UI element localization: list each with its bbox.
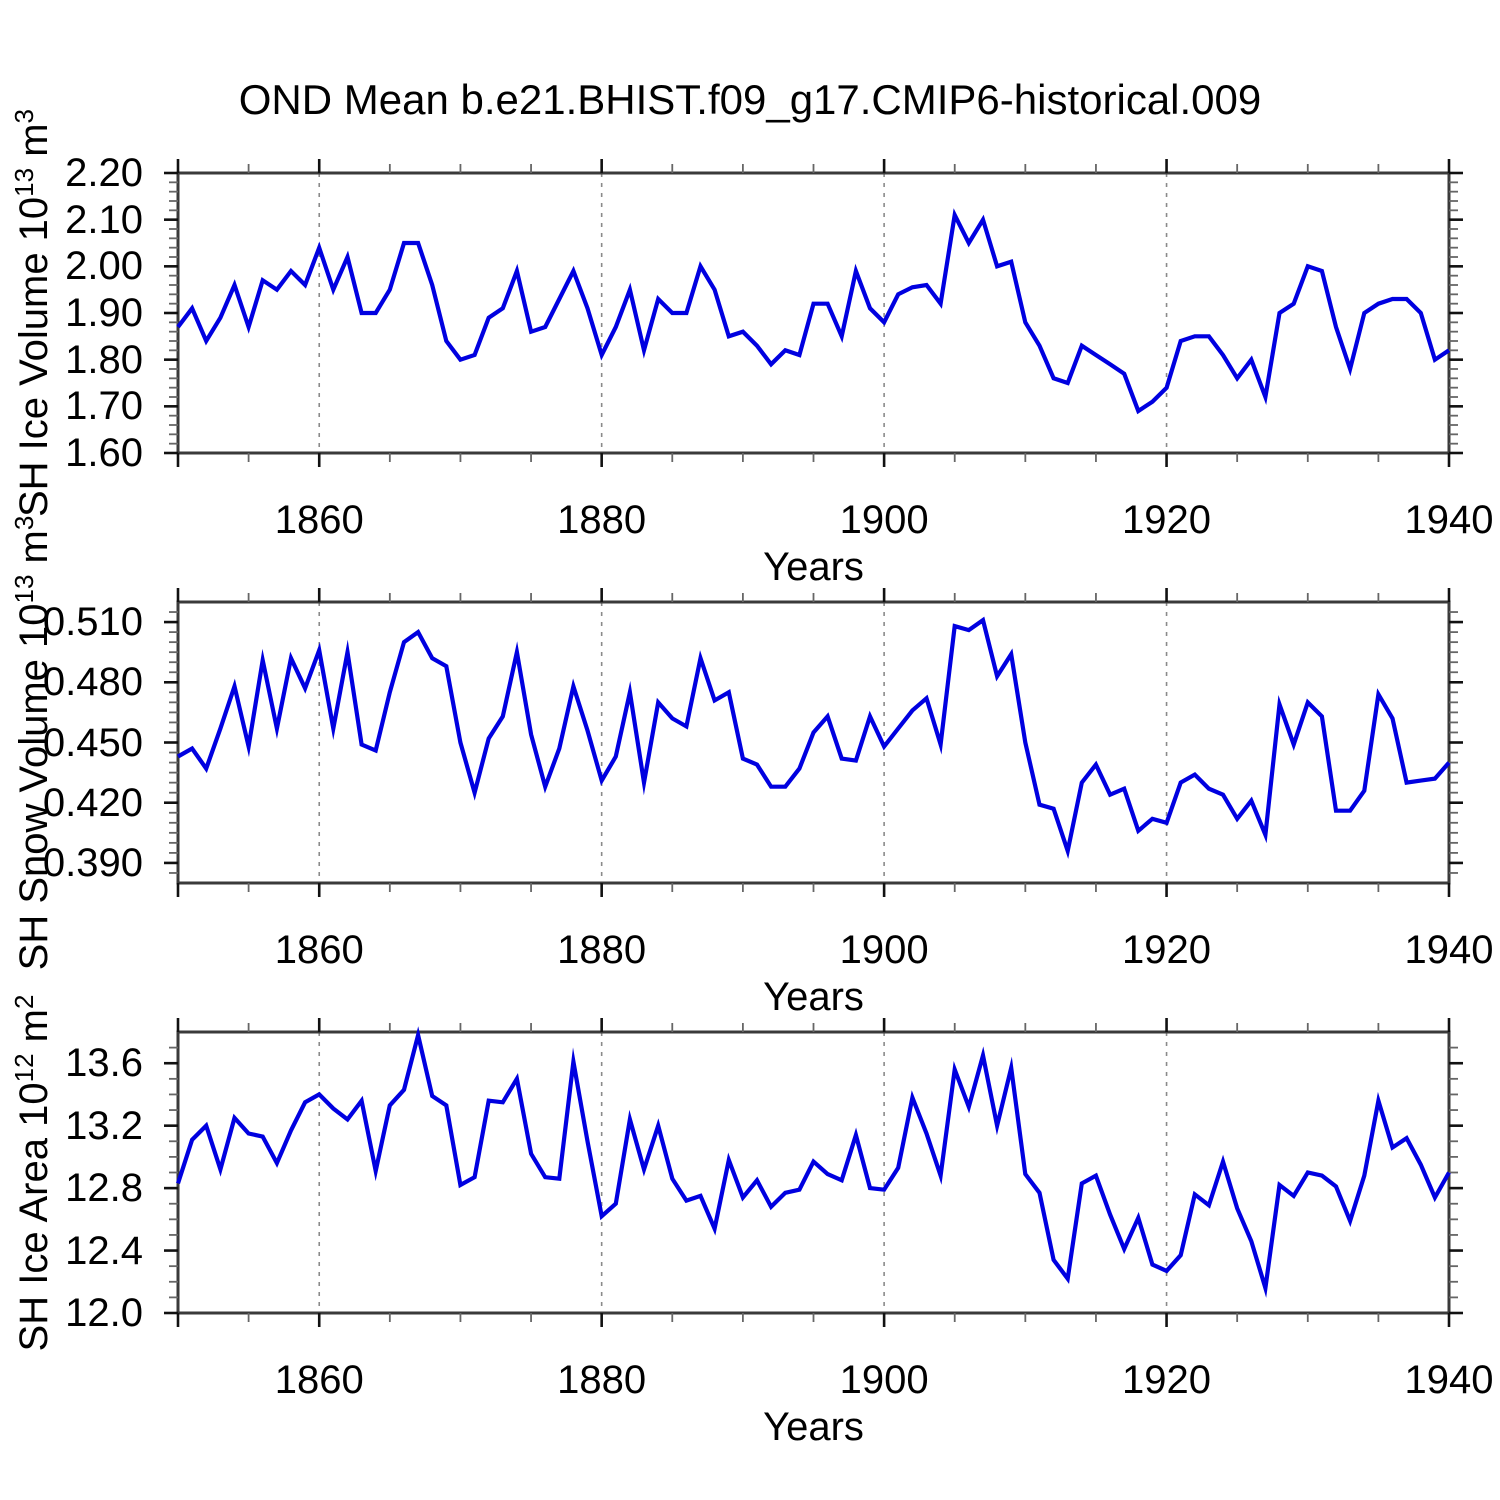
x-tick-label: 1920 — [1122, 1358, 1212, 1402]
x-tick-label: 1940 — [1404, 1358, 1494, 1402]
x-tick-label: 1920 — [1122, 928, 1212, 972]
data-line-sh-ice-volume — [176, 208, 1451, 415]
x-tick-label: 1940 — [1404, 928, 1494, 972]
x-tick-label: 1900 — [839, 928, 929, 972]
y-tick-label: 13.6 — [65, 1041, 143, 1086]
y-tick-label: 13.2 — [65, 1103, 143, 1148]
x-tick-label: 1900 — [839, 1358, 929, 1402]
y-tick-label: 0.480 — [42, 660, 143, 705]
y-tick-label: 12.8 — [65, 1166, 143, 1211]
x-tick-label: 1860 — [274, 1358, 364, 1402]
data-line-sh-ice-area — [176, 1026, 1451, 1298]
x-tick-label: 1860 — [274, 928, 364, 972]
x-tick-label: 1920 — [1122, 498, 1212, 542]
x-tick-label: 1860 — [274, 498, 364, 542]
y-axis-title-exponent: 13 — [8, 574, 39, 603]
y-tick-label: 0.450 — [42, 720, 143, 765]
y-tick-label: 1.70 — [65, 384, 143, 429]
y-tick-label: 1.90 — [65, 291, 143, 335]
y-tick-label: 0.420 — [42, 780, 143, 825]
y-tick-label: 12.0 — [65, 1291, 143, 1335]
y-tick-label: 2.00 — [65, 244, 143, 289]
y-axis-title-unit: m — [12, 529, 57, 575]
y-tick-label: 1.80 — [65, 337, 143, 382]
plot-box-sh-snow-volume — [176, 600, 1451, 885]
y-tick-label: 0.390 — [42, 840, 143, 885]
y-tick-label: 2.10 — [65, 197, 143, 242]
x-axis-title-snow-volume: Years — [763, 975, 864, 1019]
y-tick-label: 0.510 — [42, 600, 143, 645]
x-tick-label: 1880 — [557, 498, 647, 542]
y-axis-title-unit-exponent: 2 — [8, 994, 39, 1009]
y-tick-label: 2.20 — [65, 151, 143, 195]
x-axis-title-ice-area: Years — [763, 1405, 864, 1449]
y-tick-label: 12.4 — [65, 1228, 143, 1273]
x-axis-title-ice-volume: Years — [763, 545, 864, 589]
x-tick-label: 1940 — [1404, 498, 1494, 542]
y-axis-title-unit-exponent: 3 — [8, 515, 39, 530]
data-line-sh-snow-volume — [176, 616, 1451, 859]
x-tick-label: 1880 — [557, 928, 647, 972]
x-tick-label: 1880 — [557, 1358, 647, 1402]
x-tick-label: 1900 — [839, 498, 929, 542]
y-tick-label: 1.60 — [65, 431, 143, 475]
chart-title: OND Mean b.e21.BHIST.f09_g17.CMIP6-histo… — [238, 76, 1262, 123]
y-axis-title-unit-exponent: 3 — [8, 108, 39, 124]
